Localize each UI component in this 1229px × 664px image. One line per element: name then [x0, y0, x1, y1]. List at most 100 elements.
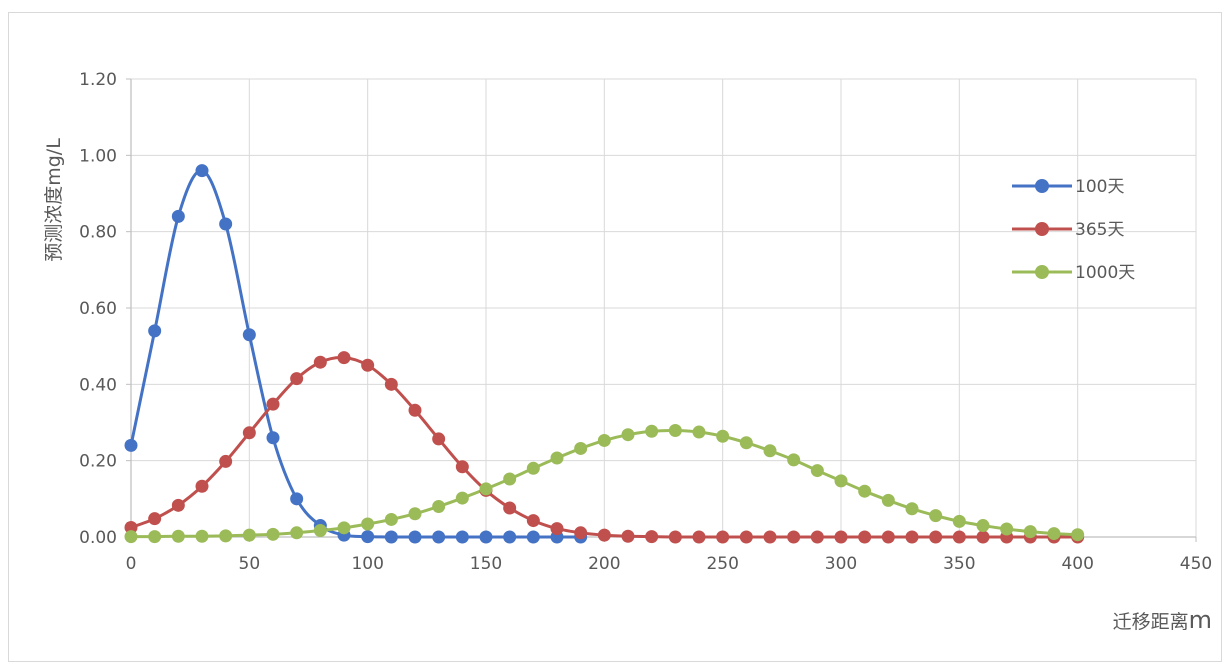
- series-3-point: [337, 521, 351, 535]
- legend-label-1: 100天: [1075, 177, 1124, 197]
- series-2-point: [645, 530, 659, 544]
- x-tick-label: 100: [351, 554, 383, 574]
- series-2-point: [858, 530, 872, 544]
- series-3-point: [621, 428, 635, 442]
- series-3-point: [763, 444, 777, 458]
- x-tick-label: 0: [126, 554, 137, 574]
- series-3-point: [881, 493, 895, 507]
- x-axis-title-unit: m: [1189, 606, 1212, 634]
- series-2-point: [266, 397, 280, 411]
- series-2-point: [171, 498, 185, 512]
- y-tick-label: 1.00: [79, 146, 117, 166]
- series-1-point: [290, 492, 304, 506]
- series-3-point: [574, 441, 588, 455]
- series-2-point: [455, 460, 469, 474]
- series-3-point: [526, 461, 540, 475]
- series-2-point: [692, 530, 706, 544]
- series-3-point: [810, 464, 824, 478]
- grid-lines: [131, 78, 1197, 537]
- series-2-point: [787, 530, 801, 544]
- series-1-point: [171, 209, 185, 223]
- series-3-point: [716, 429, 730, 443]
- x-tick-label: 300: [825, 554, 857, 574]
- series-2-point: [952, 530, 966, 544]
- series-3-point: [503, 472, 517, 486]
- y-tick-label: 0.20: [79, 452, 117, 472]
- series-2-point: [313, 355, 327, 369]
- series-1-point: [432, 530, 446, 544]
- series-1-point: [361, 530, 375, 544]
- x-axis-title: 迁移距离m: [1113, 606, 1212, 634]
- series-3-point: [692, 425, 706, 439]
- series-3-point: [550, 451, 564, 465]
- x-tick-label: 450: [1180, 554, 1212, 574]
- series-2-point: [881, 530, 895, 544]
- y-tick-label: 1.20: [79, 70, 117, 90]
- series-2-point: [905, 530, 919, 544]
- series-3-point: [787, 453, 801, 467]
- series-2-point: [242, 426, 256, 440]
- series-2-point: [810, 530, 824, 544]
- series-2-point: [526, 514, 540, 528]
- series-1-point: [526, 530, 540, 544]
- series-3-point: [645, 424, 659, 438]
- series-1-point: [479, 530, 493, 544]
- series-2-point: [716, 530, 730, 544]
- y-tick-label: 0.00: [79, 528, 117, 548]
- series-2-point: [739, 530, 753, 544]
- series-3-point: [1071, 528, 1085, 542]
- series-3-point: [739, 436, 753, 450]
- series-3-point: [858, 484, 872, 498]
- legend: 100天 365天 1000天: [1012, 177, 1135, 283]
- x-axis-ticks: 0 50 100 150 200 250 300 350 400 450: [126, 554, 1213, 574]
- series-2-point: [621, 529, 635, 543]
- series-3-point: [171, 529, 185, 543]
- x-tick-label: 350: [943, 554, 975, 574]
- legend-marker-2: [1035, 222, 1049, 236]
- x-tick-label: 200: [588, 554, 620, 574]
- series-2-point: [668, 530, 682, 544]
- series-3-point: [384, 512, 398, 526]
- y-tick-label: 0.60: [79, 299, 117, 319]
- series-3-point: [834, 474, 848, 488]
- series-3-point: [124, 530, 138, 544]
- x-tick-label: 250: [706, 554, 738, 574]
- series-1-point: [242, 328, 256, 342]
- legend-label-2: 365天: [1075, 220, 1124, 240]
- series-2-point: [408, 403, 422, 417]
- series-2-point: [550, 522, 564, 536]
- series-2-point: [219, 454, 233, 468]
- series-2-point: [432, 432, 446, 446]
- legend-label-3: 1000天: [1075, 263, 1135, 283]
- series-2-point: [290, 372, 304, 386]
- series-3-point: [408, 507, 422, 521]
- series-1-point: [455, 530, 469, 544]
- series-3-point: [976, 519, 990, 533]
- series-2-point: [929, 530, 943, 544]
- series-3-point: [361, 517, 375, 531]
- series-2-point: [763, 530, 777, 544]
- series-3-point: [929, 509, 943, 523]
- series-3-point: [195, 529, 209, 543]
- series-2-point: [361, 358, 375, 372]
- series-2-point: [195, 479, 209, 493]
- y-tick-label: 0.40: [79, 375, 117, 395]
- legend-marker-1: [1035, 179, 1049, 193]
- series-3-point: [290, 526, 304, 540]
- series-3-point: [432, 499, 446, 513]
- series-1-point: [219, 217, 233, 231]
- series-points: [124, 164, 1085, 544]
- x-tick-label: 50: [239, 554, 261, 574]
- y-axis-ticks: 0.00 0.20 0.40 0.60 0.80 1.00 1.20: [79, 70, 117, 548]
- chart-frame: [8, 12, 1222, 662]
- axes: [126, 78, 1197, 542]
- series-2-point: [124, 520, 138, 534]
- series-3-point: [668, 424, 682, 438]
- series-1-point: [195, 164, 209, 178]
- series-3-point: [455, 491, 469, 505]
- x-tick-label: 400: [1061, 554, 1093, 574]
- series-3-point: [242, 528, 256, 542]
- legend-marker-3: [1035, 265, 1049, 279]
- series-2-point: [834, 530, 848, 544]
